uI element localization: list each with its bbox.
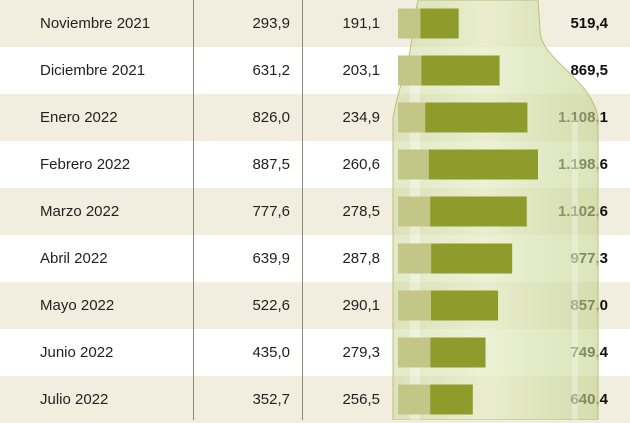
value-a: 522,6 [252,297,290,314]
bar-segment-dark [430,196,527,227]
bar-segment-light [398,243,432,274]
month-label: Febrero 2022 [40,156,131,173]
month-label: Enero 2022 [40,109,118,126]
column-divider [193,0,194,420]
value-b: 260,6 [342,156,380,173]
value-b: 256,5 [342,391,380,408]
bar-segment-light [398,337,431,368]
bar-segment-dark [420,8,459,39]
value-b: 234,9 [342,109,380,126]
month-label: Abril 2022 [40,250,108,267]
value-a: 639,9 [252,250,290,267]
month-label: Mayo 2022 [40,297,115,314]
month-label: Noviembre 2021 [40,15,151,32]
bar-segment-light [398,55,422,86]
bar-segment-light [398,149,429,180]
bar-segment-light [398,8,421,39]
value-a: 777,6 [252,203,290,220]
month-label: Junio 2022 [40,344,114,361]
month-label: Julio 2022 [40,391,109,408]
value-b: 278,5 [342,203,380,220]
value-a: 631,2 [252,62,290,79]
value-b: 279,3 [342,344,380,361]
value-a: 293,9 [252,15,290,32]
value-a: 887,5 [252,156,290,173]
bar-segment-dark [431,290,499,321]
value-b: 287,8 [342,250,380,267]
bar-segment-dark [430,384,473,415]
value-a: 826,0 [252,109,290,126]
column-divider [302,0,303,420]
month-label: Diciembre 2021 [40,62,146,79]
bar-segment-dark [428,149,538,180]
value-b: 191,1 [342,15,380,32]
bar-segment-dark [430,337,486,368]
bar-segment-light [398,384,431,415]
bar-segment-light [398,290,432,321]
value-a: 435,0 [252,344,290,361]
bar-segment-dark [425,102,528,133]
value-b: 290,1 [342,297,380,314]
bar-segment-light [398,196,431,227]
month-label: Marzo 2022 [40,203,120,220]
bar-segment-dark [431,243,513,274]
value-b: 203,1 [342,62,380,79]
value-a: 352,7 [252,391,290,408]
bar-segment-light [398,102,426,133]
bar-segment-dark [421,55,500,86]
